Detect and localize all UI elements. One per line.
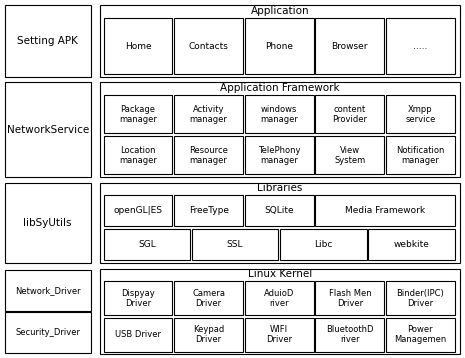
Text: Resource
manager: Resource manager: [189, 146, 228, 165]
Text: Contacts: Contacts: [189, 42, 229, 51]
FancyBboxPatch shape: [100, 268, 460, 354]
Text: Application Framework: Application Framework: [220, 83, 340, 93]
FancyBboxPatch shape: [104, 18, 173, 74]
Text: Keypad
Driver: Keypad Driver: [193, 325, 224, 344]
FancyBboxPatch shape: [368, 229, 455, 260]
FancyBboxPatch shape: [174, 136, 243, 174]
Text: AduioD
river: AduioD river: [264, 289, 294, 308]
Text: Media Framework: Media Framework: [345, 207, 425, 216]
FancyBboxPatch shape: [174, 318, 243, 352]
FancyBboxPatch shape: [100, 5, 460, 77]
FancyBboxPatch shape: [100, 82, 460, 177]
Text: Flash Men
Driver: Flash Men Driver: [328, 289, 371, 308]
FancyBboxPatch shape: [245, 95, 313, 133]
FancyBboxPatch shape: [245, 318, 313, 352]
Text: Dispyay
Driver: Dispyay Driver: [121, 289, 155, 308]
Text: TelePhony
manager: TelePhony manager: [258, 146, 300, 165]
FancyBboxPatch shape: [104, 136, 173, 174]
FancyBboxPatch shape: [5, 270, 91, 311]
Text: windows
manager: windows manager: [260, 105, 298, 124]
Text: .....: .....: [413, 42, 428, 51]
FancyBboxPatch shape: [245, 281, 313, 315]
FancyBboxPatch shape: [280, 229, 366, 260]
FancyBboxPatch shape: [174, 18, 243, 74]
Text: openGL|ES: openGL|ES: [113, 207, 163, 216]
Text: WIFI
Driver: WIFI Driver: [266, 325, 292, 344]
FancyBboxPatch shape: [5, 312, 91, 353]
Text: USB Driver: USB Driver: [115, 330, 161, 339]
FancyBboxPatch shape: [104, 229, 190, 260]
Text: Location
manager: Location manager: [119, 146, 157, 165]
Text: NetworkService: NetworkService: [7, 125, 89, 135]
FancyBboxPatch shape: [5, 5, 91, 77]
Text: webkite: webkite: [394, 240, 430, 249]
Text: Package
manager: Package manager: [119, 105, 157, 124]
Text: Network_Driver: Network_Driver: [15, 286, 80, 295]
FancyBboxPatch shape: [315, 195, 455, 226]
FancyBboxPatch shape: [315, 18, 384, 74]
Text: Power
Managemen: Power Managemen: [394, 325, 446, 344]
FancyBboxPatch shape: [386, 18, 455, 74]
Text: SGL: SGL: [138, 240, 156, 249]
FancyBboxPatch shape: [386, 95, 455, 133]
FancyBboxPatch shape: [245, 18, 313, 74]
Text: Binder(IPC)
Driver: Binder(IPC) Driver: [397, 289, 444, 308]
Text: Activity
manager: Activity manager: [190, 105, 227, 124]
FancyBboxPatch shape: [100, 183, 460, 263]
FancyBboxPatch shape: [315, 136, 384, 174]
Text: Home: Home: [125, 42, 152, 51]
FancyBboxPatch shape: [104, 95, 173, 133]
FancyBboxPatch shape: [245, 136, 313, 174]
FancyBboxPatch shape: [174, 281, 243, 315]
FancyBboxPatch shape: [5, 82, 91, 177]
Text: Camera
Driver: Camera Driver: [192, 289, 225, 308]
FancyBboxPatch shape: [104, 195, 173, 226]
FancyBboxPatch shape: [315, 318, 384, 352]
Text: Xmpp
service: Xmpp service: [405, 105, 436, 124]
Text: Libraries: Libraries: [258, 183, 303, 193]
FancyBboxPatch shape: [315, 281, 384, 315]
FancyBboxPatch shape: [174, 195, 243, 226]
Text: Notification
manager: Notification manager: [396, 146, 445, 165]
Text: libSyUtils: libSyUtils: [23, 218, 72, 228]
Text: Browser: Browser: [332, 42, 368, 51]
FancyBboxPatch shape: [104, 281, 173, 315]
Text: Application: Application: [251, 6, 310, 16]
FancyBboxPatch shape: [192, 229, 278, 260]
FancyBboxPatch shape: [245, 195, 313, 226]
Text: BluetoothD
river: BluetoothD river: [326, 325, 373, 344]
FancyBboxPatch shape: [315, 95, 384, 133]
FancyBboxPatch shape: [386, 136, 455, 174]
Text: Linux Kernel: Linux Kernel: [248, 269, 312, 279]
FancyBboxPatch shape: [174, 95, 243, 133]
Text: Security_Driver: Security_Driver: [15, 328, 80, 337]
FancyBboxPatch shape: [5, 183, 91, 263]
Text: SSL: SSL: [227, 240, 243, 249]
Text: FreeType: FreeType: [189, 207, 229, 216]
Text: View
System: View System: [334, 146, 365, 165]
FancyBboxPatch shape: [386, 281, 455, 315]
Text: Phone: Phone: [265, 42, 293, 51]
Text: Setting APK: Setting APK: [17, 36, 78, 46]
FancyBboxPatch shape: [386, 318, 455, 352]
Text: SQLite: SQLite: [265, 207, 294, 216]
Text: Libc: Libc: [314, 240, 332, 249]
FancyBboxPatch shape: [104, 318, 173, 352]
Text: content
Provider: content Provider: [332, 105, 367, 124]
